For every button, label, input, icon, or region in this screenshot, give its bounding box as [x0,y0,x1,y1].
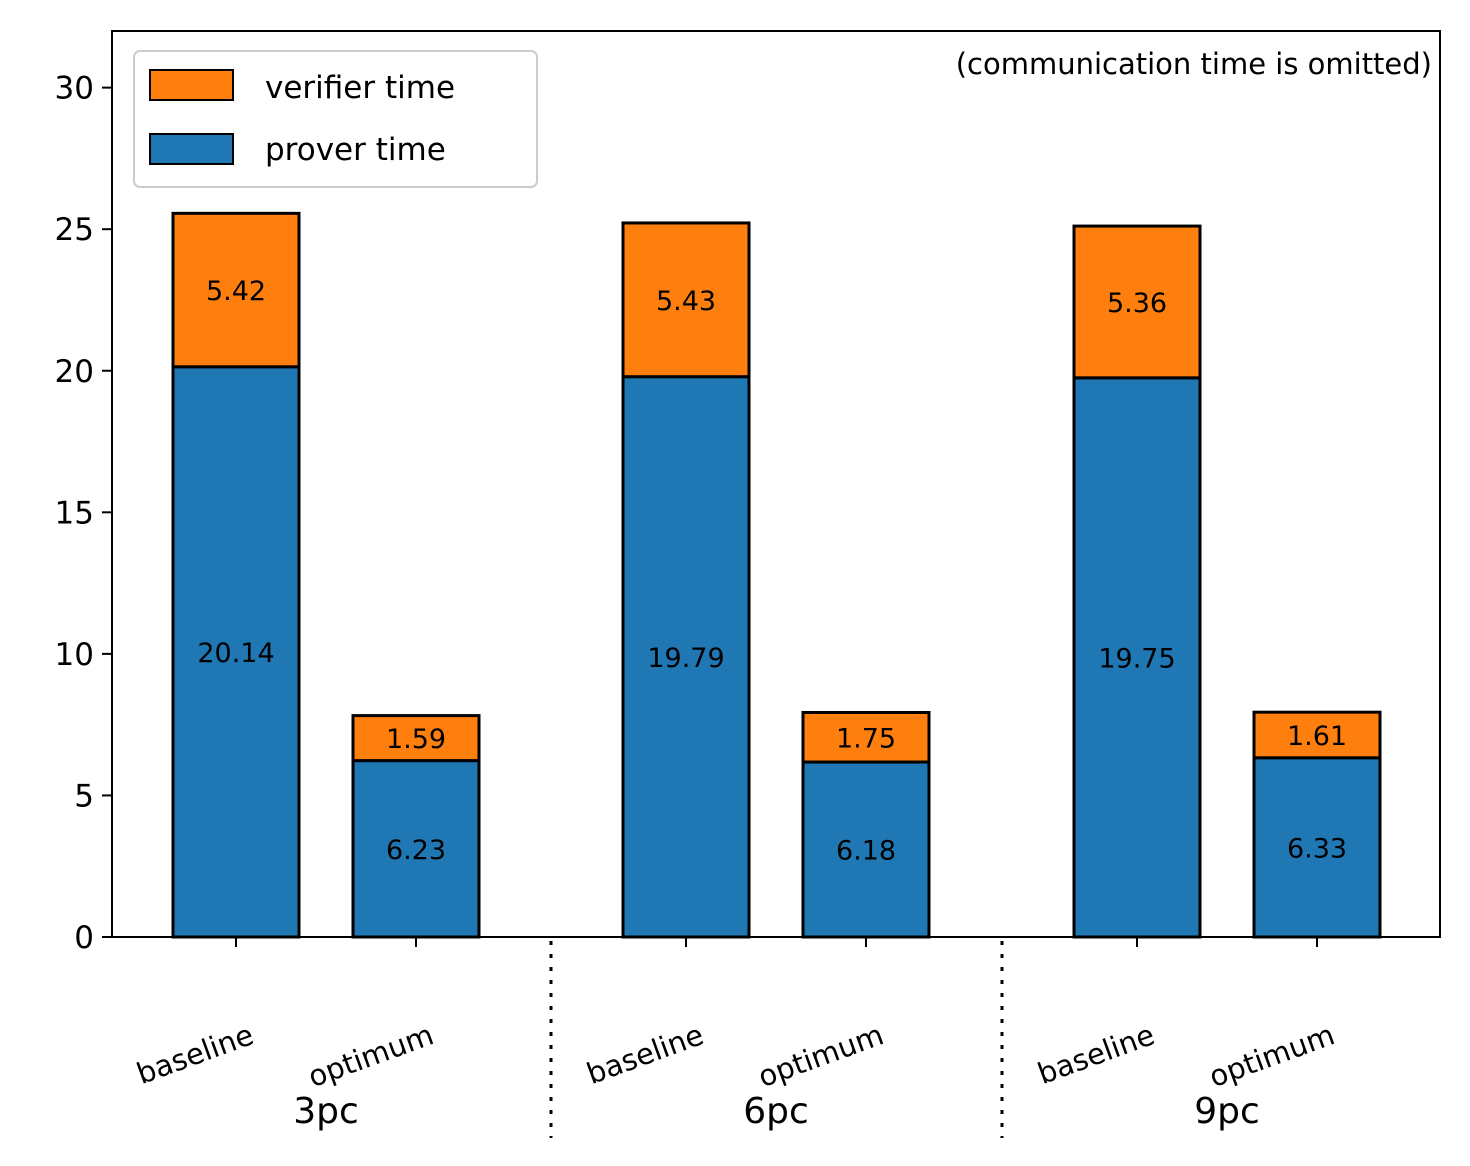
y-tick-label: 30 [55,71,94,107]
group-label: 3pc [293,1091,359,1132]
data-label-prover: 20.14 [197,638,274,669]
legend-frame [133,50,538,188]
data-label-prover: 19.79 [647,643,724,674]
x-axis: baseline optimum baseline optimum baseline op… [132,937,1339,1094]
y-tick-label: 5 [74,778,94,814]
data-label-prover: 19.75 [1098,643,1175,674]
legend-label-prover: prover time [265,132,446,168]
data-label-prover: 6.23 [386,835,446,866]
data-label-verifier: 1.61 [1287,721,1347,752]
legend-swatch-prover [149,133,234,165]
y-tick-label: 25 [55,212,94,248]
legend: verifier time prover time [133,50,538,188]
data-label-prover: 6.33 [1287,833,1347,864]
plot-frame [111,30,1441,938]
x-tick-label: baseline [132,1017,258,1090]
y-tick-label: 15 [55,495,94,531]
x-tick-label: optimum [304,1017,438,1094]
data-label-verifier: 5.36 [1107,288,1167,319]
annotation-note: (communication time is omitted) [956,47,1432,81]
y-tick-label: 10 [55,637,94,673]
y-tick-label: 20 [55,354,94,390]
group-labels: 3pc 6pc 9pc [293,1091,1260,1132]
bar-verifier-time [171,211,301,369]
y-tick-label: 0 [74,920,94,956]
bar-verifier-time [1072,224,1202,380]
y-axis: 0 5 10 15 20 25 30 [55,71,112,956]
data-label-verifier: 1.75 [836,723,896,754]
bar-prover-time [171,365,301,939]
data-label-prover: 6.18 [836,836,896,867]
group-label: 9pc [1194,1091,1260,1132]
bar-labels-layer: 20.14 5.42 6.23 1.59 19.79 5.43 6.18 1.75 19.75 5… [197,276,1347,866]
bar-verifier-time [621,221,751,379]
bar-prover-time [1252,756,1382,939]
data-label-verifier: 5.42 [206,276,266,307]
x-tick-label: optimum [754,1017,888,1094]
group-label: 6pc [743,1091,809,1132]
x-tick-label: baseline [582,1017,708,1090]
data-label-verifier: 1.59 [386,724,446,755]
bar-verifier-time [801,710,931,764]
data-label-verifier: 5.43 [656,286,716,317]
legend-swatch-verifier [149,69,234,101]
x-tick-label: baseline [1033,1017,1159,1090]
x-tick-label: optimum [1205,1017,1339,1094]
bar-verifier-time [351,714,481,763]
bars-layer [171,211,1382,939]
bar-verifier-time [1252,710,1382,760]
legend-label-verifier: verifier time [265,70,455,106]
